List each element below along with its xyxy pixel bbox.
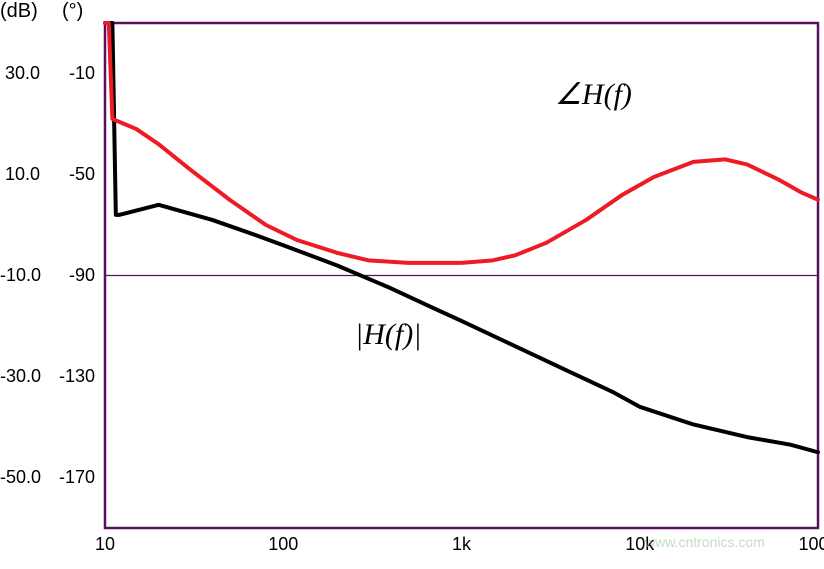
- y-left-tick-3: 10.0: [0, 164, 40, 185]
- y-right-tick-0: -170: [50, 467, 95, 488]
- y-axis-left-unit: (dB): [0, 0, 38, 23]
- y-right-tick-2: -90: [50, 265, 95, 286]
- bode-chart: (dB) (°) -50.0 -30.0 -10.0 10.0 30.0 -17…: [0, 0, 824, 569]
- y-right-tick-1: -130: [50, 366, 95, 387]
- y-left-tick-2: -10.0: [0, 265, 40, 286]
- x-tick-0: 10: [95, 534, 115, 555]
- chart-canvas: [0, 0, 824, 569]
- y-axis-right-unit: (°): [62, 0, 83, 23]
- phase-label: ∠H(f): [555, 77, 632, 112]
- watermark-text: www.cntronics.com: [645, 534, 765, 550]
- x-tick-4: 100k: [798, 534, 824, 555]
- y-left-tick-1: -30.0: [0, 366, 40, 387]
- y-left-tick-0: -50.0: [0, 467, 40, 488]
- y-right-tick-4: -10: [50, 63, 95, 84]
- y-right-tick-3: -50: [50, 164, 95, 185]
- magnitude-label: |H(f)|: [355, 318, 422, 352]
- x-tick-2: 1k: [452, 534, 471, 555]
- y-left-tick-4: 30.0: [0, 63, 40, 84]
- x-tick-1: 100: [268, 534, 298, 555]
